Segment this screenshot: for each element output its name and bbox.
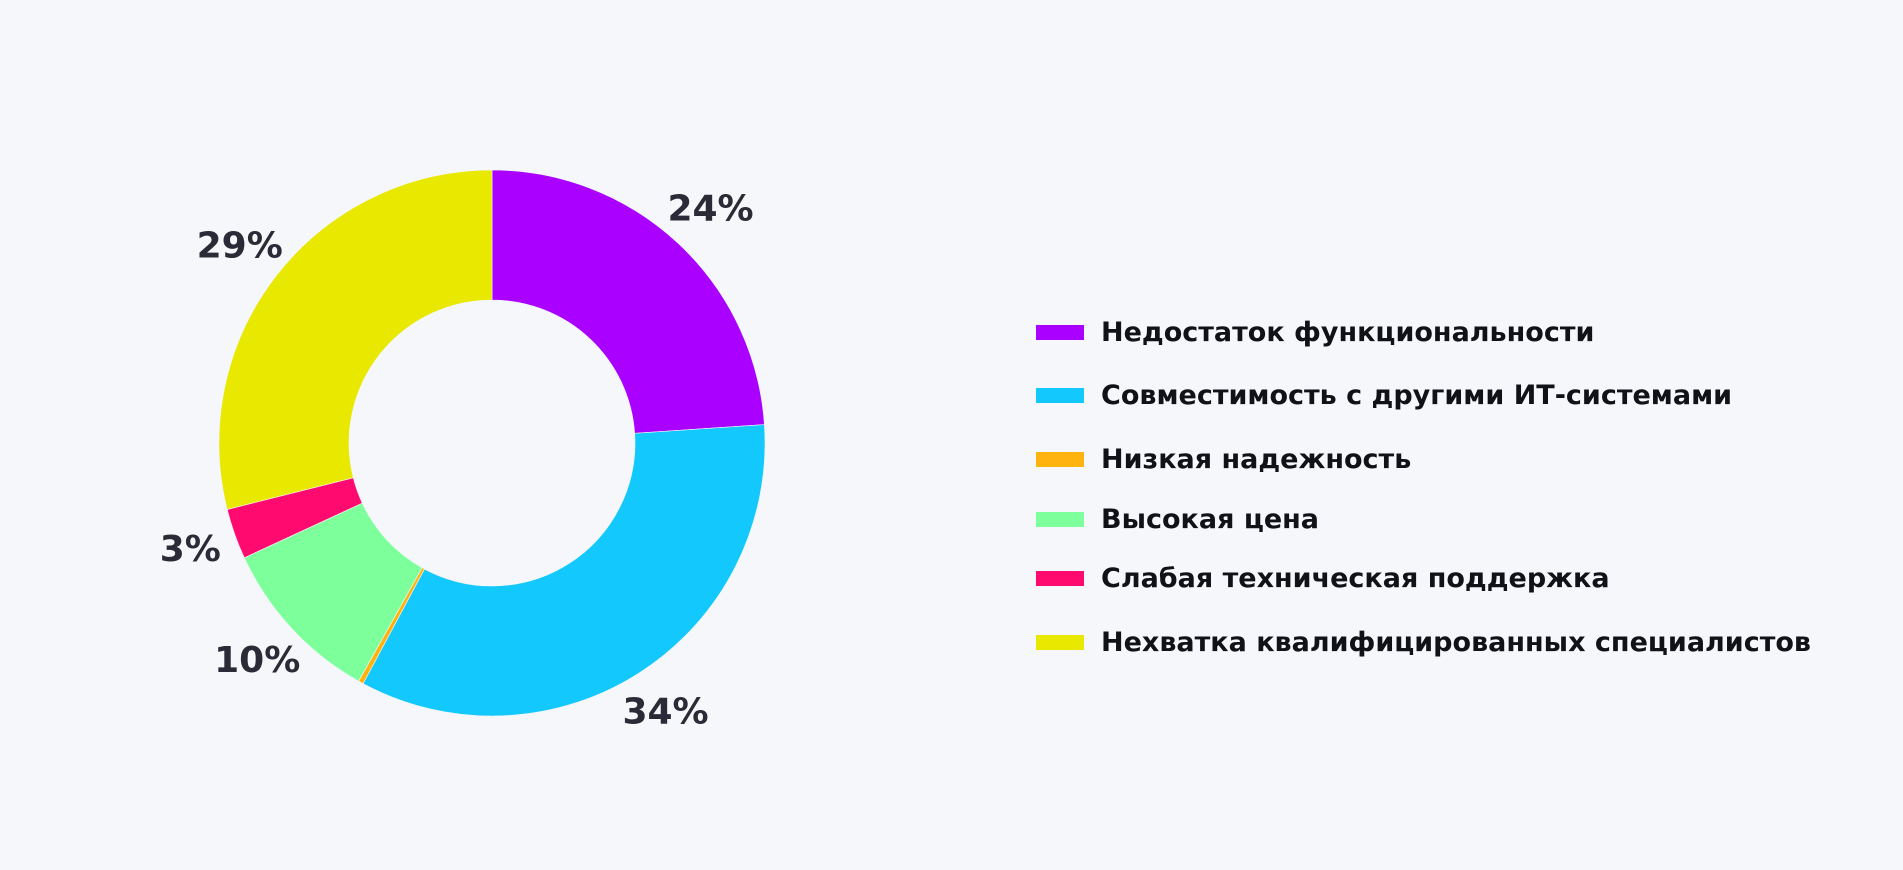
donut-slice-0 [491,169,765,434]
legend-item: Высокая цена [1036,499,1319,539]
legend-swatch [1036,634,1084,650]
data-label-4: 3% [160,529,221,570]
legend-swatch [1036,451,1084,467]
legend-swatch [1036,511,1084,527]
legend-item: Совместимость с другими ИТ-системами [1036,375,1732,415]
legend-label: Высокая цена [1101,503,1320,535]
data-label-1: 34% [622,691,708,732]
legend-label: Слабая техническая поддержка [1101,562,1610,594]
slice-percent-labels: 24% 34% 10% 3% 29% [160,189,754,733]
data-label-3: 10% [214,640,300,681]
legend-label: Низкая надежность [1101,443,1412,475]
legend-swatch [1036,570,1084,586]
legend-label: Совместимость с другими ИТ-системами [1101,379,1733,411]
legend-item: Нехватка квалифицированных специалистов [1036,622,1811,662]
legend-swatch [1036,387,1084,403]
legend-item: Слабая техническая поддержка [1036,558,1610,598]
donut-slice-5 [218,169,493,510]
data-label-0: 24% [667,189,753,230]
legend-label: Нехватка квалифицированных специалистов [1101,626,1812,658]
legend-label: Недостаток функциональности [1101,316,1595,348]
legend-item: Недостаток функциональности [1036,312,1594,352]
donut-slices [218,169,766,717]
donut-slice-1 [362,424,766,717]
data-label-5: 29% [197,226,283,267]
legend-swatch [1036,324,1084,340]
legend-item: Низкая надежность [1036,439,1411,479]
